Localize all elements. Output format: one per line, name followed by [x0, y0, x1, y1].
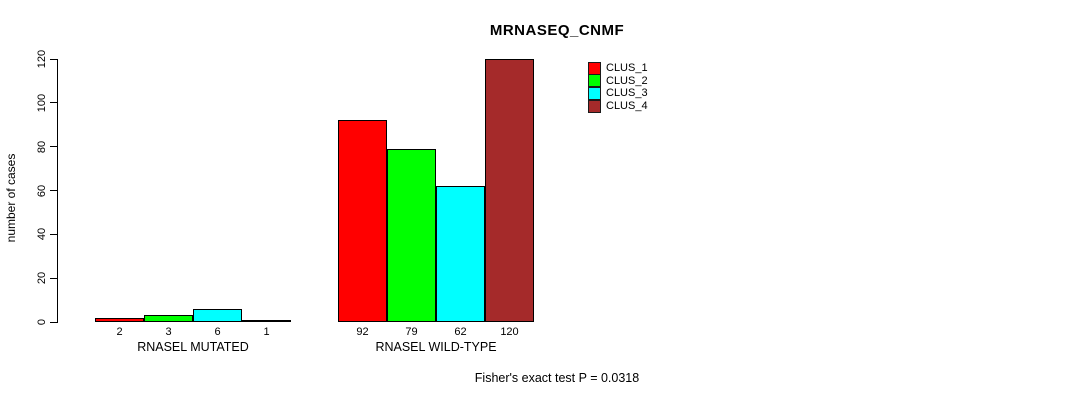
bar-value-label: 6	[214, 326, 221, 338]
bar-value-label: 1	[263, 326, 270, 338]
bar-value-label: 120	[500, 326, 519, 338]
bar-clus_1-mutated	[95, 318, 144, 322]
legend-label: CLUS_4	[606, 100, 648, 113]
legend-label: CLUS_2	[606, 74, 648, 87]
y-axis-tick-label: 40	[36, 228, 48, 241]
bar-clus_3-wild-type	[436, 186, 485, 322]
bar-clus_4-mutated	[242, 320, 291, 322]
bar-value-label: 79	[405, 326, 418, 338]
y-axis-tick-mark	[50, 58, 57, 60]
y-axis-tick-label: 60	[36, 184, 48, 197]
bar-clus_3-mutated	[193, 309, 242, 322]
y-axis-label: number of cases	[4, 153, 18, 243]
y-axis-tick-label: 80	[36, 140, 48, 153]
y-axis-tick-label: 0	[36, 318, 48, 326]
bar-value-label: 92	[356, 326, 369, 338]
bar-value-label: 3	[165, 326, 172, 338]
legend-swatch-icon	[588, 86, 601, 100]
legend-item-clus_2: CLUS_2	[588, 74, 648, 88]
legend: CLUS_1 CLUS_2 CLUS_3 CLUS_4	[588, 61, 648, 113]
bar-clus_1-wild-type	[338, 120, 387, 322]
plot-title: MRNASEQ_CNMF	[489, 22, 625, 39]
legend-item-clus_4: CLUS_4	[588, 99, 648, 113]
legend-swatch-icon	[588, 61, 601, 75]
y-axis-line	[57, 59, 58, 323]
y-axis-tick-mark	[50, 102, 57, 104]
bar-clus_2-mutated	[144, 315, 193, 322]
group-label: RNASEL WILD-TYPE	[375, 340, 497, 354]
y-axis-tick-label: 120	[36, 49, 48, 69]
y-axis-tick-mark	[50, 321, 57, 323]
bar-clus_2-wild-type	[387, 149, 436, 322]
y-axis-tick-mark	[50, 277, 57, 279]
y-axis-tick-mark	[50, 190, 57, 191]
legend-swatch-icon	[588, 99, 601, 113]
legend-swatch-icon	[588, 74, 601, 88]
y-axis-tick-mark	[50, 146, 57, 148]
y-axis-tick-label: 20	[36, 272, 48, 285]
legend-item-clus_1: CLUS_1	[588, 61, 648, 75]
bar-value-label: 62	[454, 326, 467, 338]
legend-label: CLUS_3	[606, 87, 648, 100]
fisher-test-annotation: Fisher's exact test P = 0.0318	[474, 371, 640, 385]
group-label: RNASEL MUTATED	[137, 340, 249, 354]
y-axis-tick-label: 100	[36, 93, 48, 113]
legend-label: CLUS_1	[606, 62, 648, 75]
legend-item-clus_3: CLUS_3	[588, 86, 648, 100]
bar-value-label: 2	[116, 326, 123, 338]
bar-clus_4-wild-type	[485, 59, 534, 322]
y-axis-tick-mark	[50, 233, 57, 235]
